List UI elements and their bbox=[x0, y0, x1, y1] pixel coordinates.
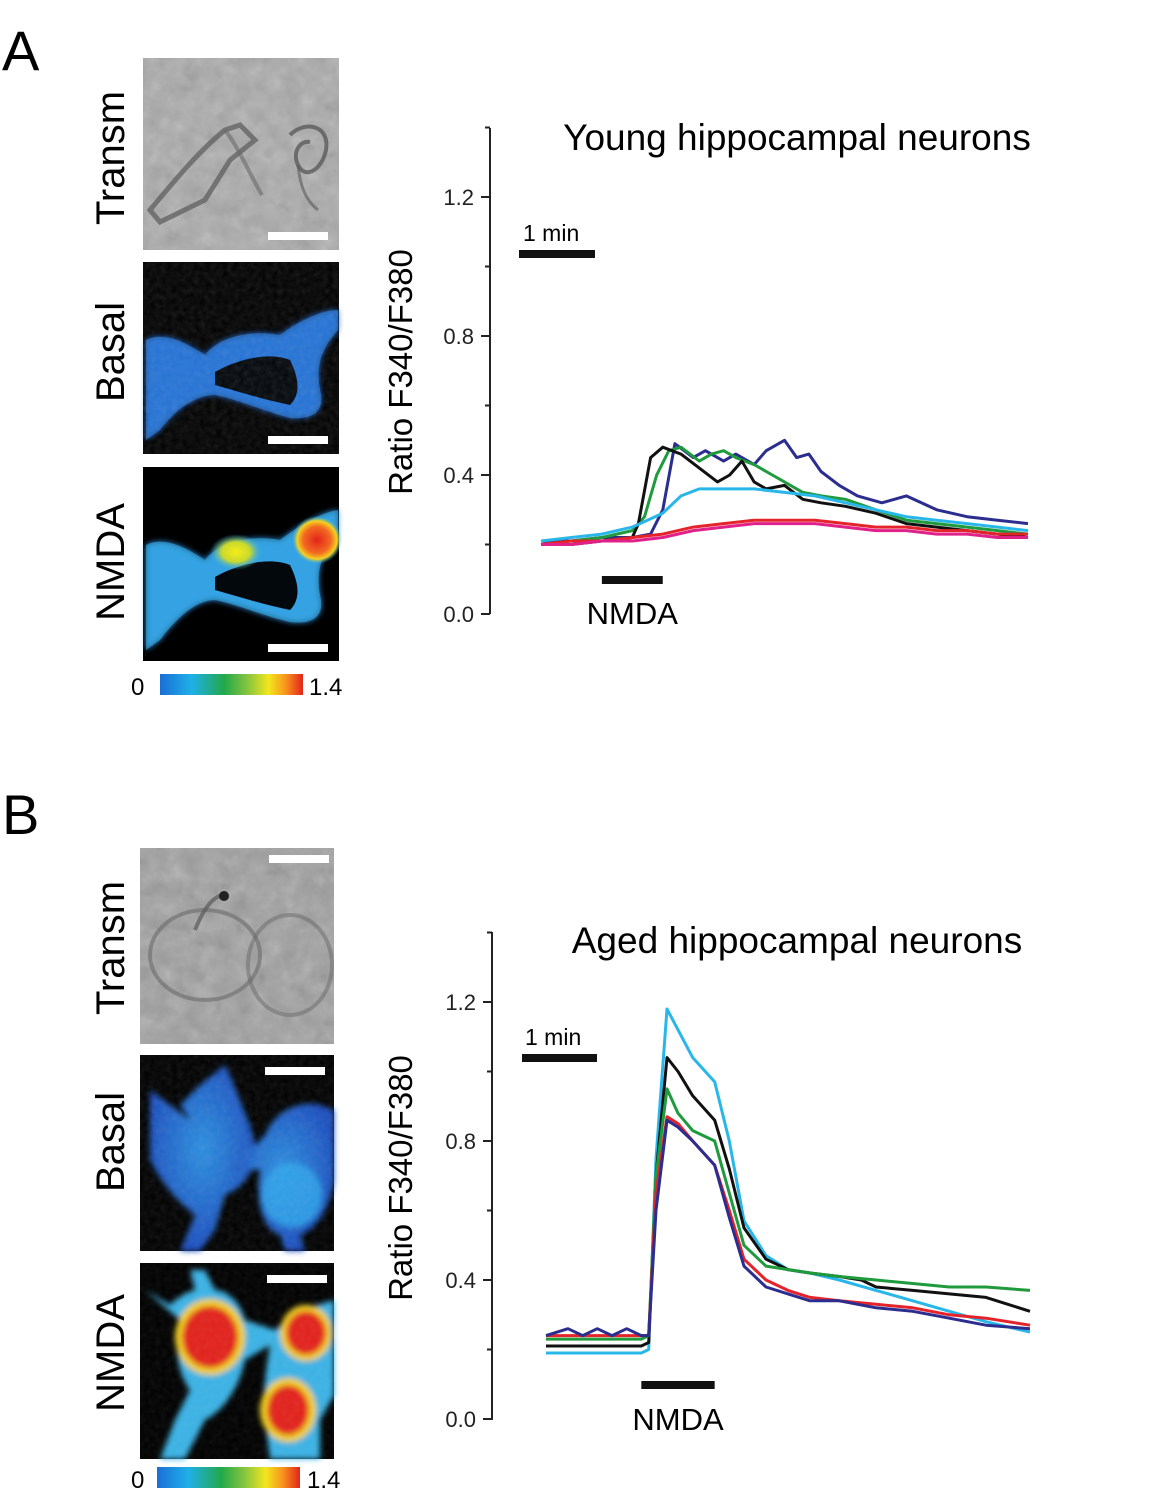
y-axis-label-b: Ratio F340/F380 bbox=[382, 1055, 419, 1301]
traces-a bbox=[540, 438, 1029, 546]
stimulus-label-b: NMDA bbox=[632, 1402, 724, 1437]
chart-title-b: Aged hippocampal neurons bbox=[572, 920, 1023, 961]
micrograph-basal-b bbox=[140, 1055, 334, 1251]
y-tick-label: 0.8 bbox=[443, 324, 474, 349]
stimulus-bar-a: NMDA bbox=[587, 576, 679, 631]
colorbar-min-b: 0 bbox=[131, 1467, 144, 1494]
scale-bar bbox=[268, 232, 328, 240]
scale-bar bbox=[269, 855, 329, 863]
micrograph-basal-a bbox=[143, 262, 339, 454]
trace-light-blue-b bbox=[546, 1007, 1031, 1355]
time-scale-label-b: 1 min bbox=[525, 1024, 581, 1050]
micrograph-nmda-a bbox=[143, 467, 342, 661]
trace-black-b bbox=[546, 1056, 1031, 1348]
trace-green-a bbox=[540, 445, 1029, 546]
colorbar-b: 0 1.4 bbox=[131, 1467, 340, 1494]
y-tick-label: 0.4 bbox=[445, 1268, 476, 1293]
stimulus-bar-b: NMDA bbox=[632, 1381, 724, 1437]
scale-bar bbox=[265, 1067, 325, 1075]
panel-letter-b: B bbox=[2, 783, 39, 846]
chart-title-a: Young hippocampal neurons bbox=[563, 117, 1031, 158]
micrograph-label-nmda-b: NMDA bbox=[89, 1294, 133, 1412]
y-axis-label-a: Ratio F340/F380 bbox=[382, 249, 419, 495]
micrograph-label-basal-a: Basal bbox=[89, 302, 133, 402]
trace-dark-blue-b bbox=[545, 1118, 1031, 1338]
colorbar-max-b: 1.4 bbox=[307, 1467, 340, 1494]
colorbar-a: 0 1.4 bbox=[131, 674, 342, 701]
colorbar-max-a: 1.4 bbox=[309, 674, 342, 701]
y-tick-label: 0.8 bbox=[445, 1129, 476, 1154]
micrograph-nmda-b bbox=[140, 1263, 334, 1459]
y-tick-label: 1.2 bbox=[445, 990, 476, 1015]
y-tick-label: 0.0 bbox=[443, 602, 474, 627]
micrograph-label-basal-b: Basal bbox=[89, 1092, 133, 1192]
time-scale-bar-a: 1 min bbox=[519, 220, 595, 258]
panel-a: A Transm Basal NMDA bbox=[2, 19, 1031, 701]
trace-red-b bbox=[546, 1115, 1031, 1338]
scale-bar bbox=[267, 1275, 327, 1283]
chart-b: Aged hippocampal neurons Ratio F340/F380… bbox=[382, 920, 1031, 1437]
micrograph-transm-b bbox=[140, 848, 334, 1044]
time-scale-label-a: 1 min bbox=[523, 220, 579, 246]
y-tick-label: 1.2 bbox=[443, 185, 474, 210]
traces-b bbox=[545, 1007, 1031, 1355]
y-tick-label: 0.4 bbox=[443, 463, 474, 488]
trace-light-blue-a bbox=[540, 487, 1029, 543]
stimulus-label-a: NMDA bbox=[587, 596, 679, 631]
trace-green-b bbox=[546, 1087, 1031, 1341]
colorbar-min-a: 0 bbox=[131, 674, 144, 701]
time-scale-bar-b: 1 min bbox=[522, 1024, 597, 1062]
panel-letter-a: A bbox=[2, 19, 40, 82]
y-ticks-b: 0.0 0.4 0.8 1.2 bbox=[445, 931, 492, 1432]
scale-bar bbox=[268, 436, 328, 444]
scale-bar bbox=[268, 644, 328, 652]
micrograph-label-transm-a: Transm bbox=[89, 91, 133, 225]
trace-red-a bbox=[540, 518, 1028, 546]
chart-a: Young hippocampal neurons Ratio F340/F38… bbox=[382, 117, 1031, 631]
trace-magenta-a bbox=[541, 522, 1028, 546]
y-ticks-a: 0.0 0.4 0.8 1.2 bbox=[443, 126, 490, 627]
y-tick-label: 0.0 bbox=[445, 1407, 476, 1432]
micrograph-label-transm-b: Transm bbox=[89, 881, 133, 1015]
micrograph-label-nmda-a: NMDA bbox=[89, 503, 133, 621]
panel-b: B Transm Basal NMDA bbox=[2, 783, 1031, 1494]
micrograph-transm-a bbox=[143, 58, 339, 250]
